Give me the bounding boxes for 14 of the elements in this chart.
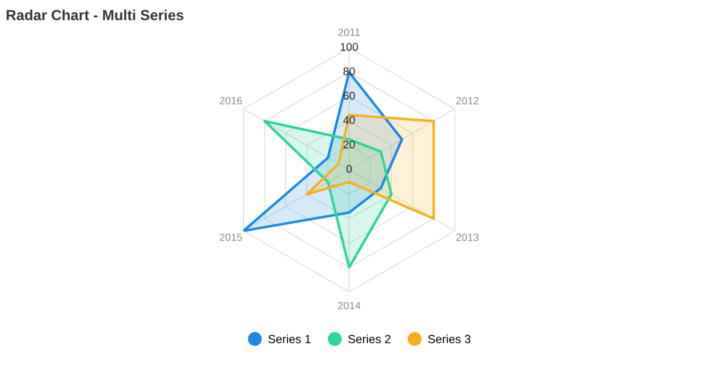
spoke-label: 2014: [338, 302, 360, 310]
legend-label: Series 1: [268, 334, 311, 344]
y-tick-label: 80: [343, 67, 355, 76]
spoke-label: 2013: [456, 234, 479, 241]
legend-label: Series 2: [348, 334, 390, 344]
y-tick-label: 20: [344, 140, 355, 148]
spoke-label: 2011: [338, 28, 360, 36]
y-tick-label: 0: [346, 164, 352, 173]
spoke-label: 2016: [220, 96, 242, 104]
spoke-label: 2012: [456, 96, 479, 104]
spoke-label: 2015: [220, 234, 242, 241]
legend-label: Series 3: [428, 334, 470, 344]
y-tick-label: 100: [340, 42, 358, 51]
text: Radar Chart - Multi Series: [6, 10, 184, 20]
